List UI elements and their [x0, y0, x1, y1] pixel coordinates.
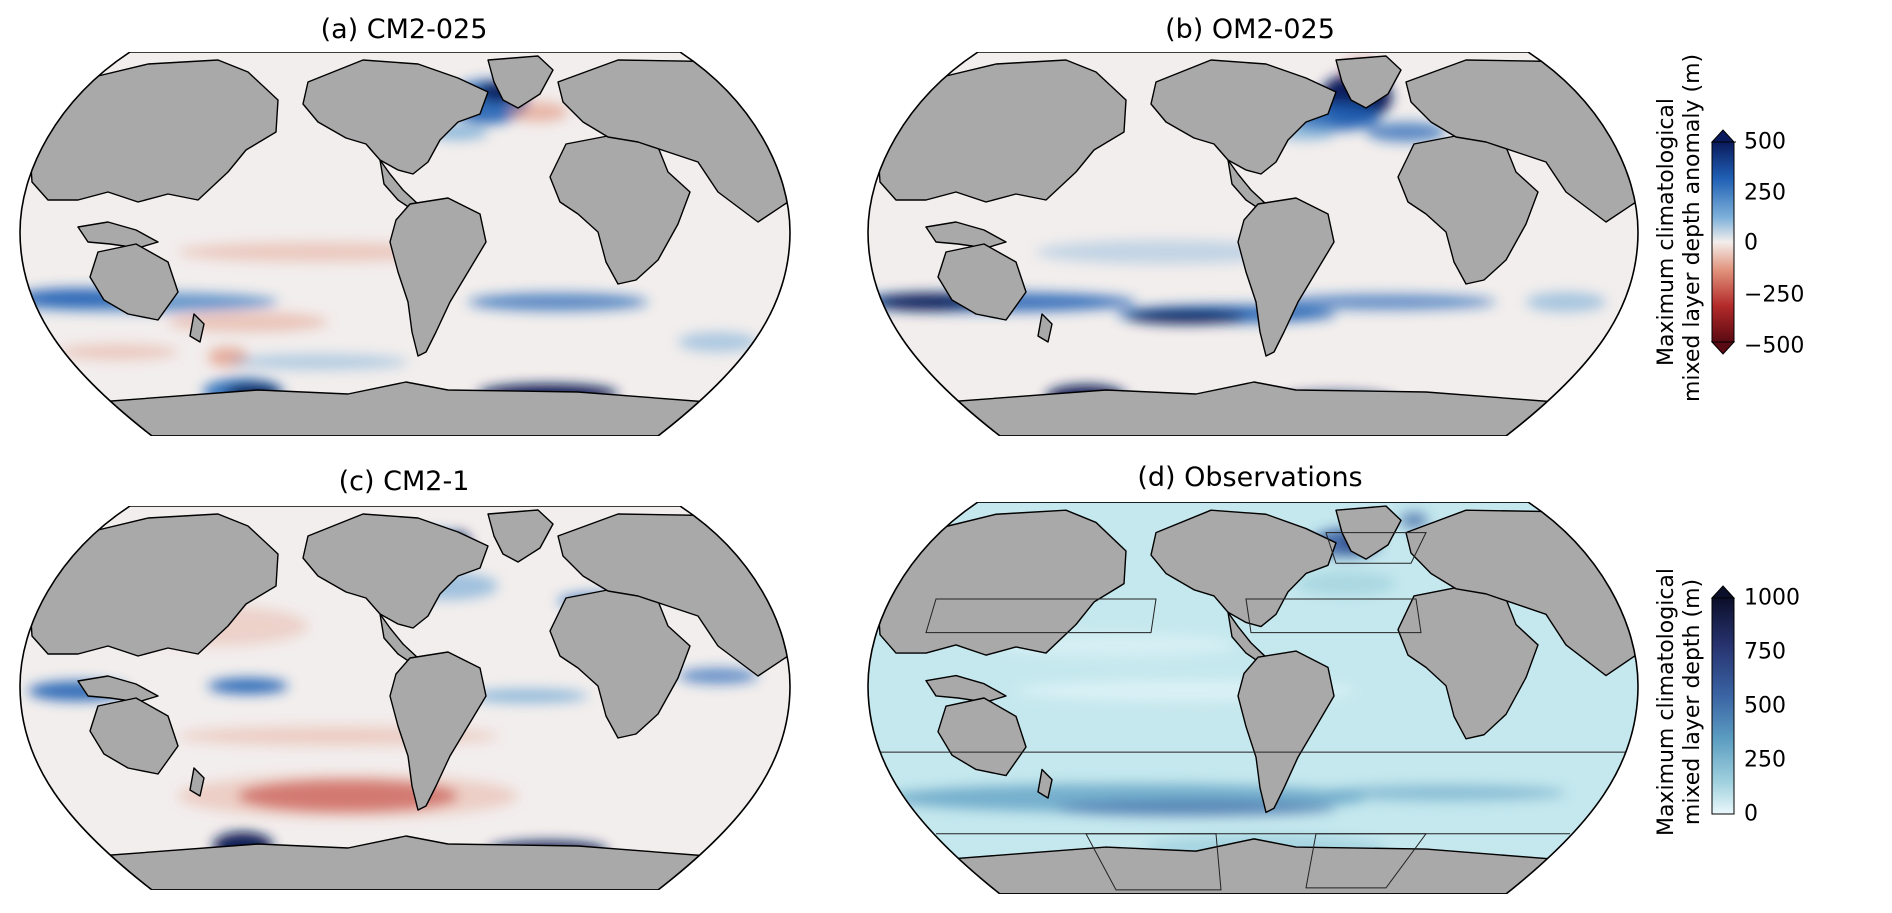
depth-tick-250: 250 — [1744, 747, 1786, 773]
anomaly-tick-250: 250 — [1744, 180, 1786, 206]
land-antarctica — [945, 838, 1557, 894]
analysis-regions — [876, 532, 1630, 891]
region-north-pacific — [925, 598, 1157, 634]
field-patch — [168, 312, 328, 332]
anomaly-tick-500: 500 — [1744, 129, 1786, 155]
land-africa — [1397, 133, 1539, 285]
field-patch — [1326, 784, 1566, 802]
panel-a-title: (a) CM2-025 — [320, 14, 488, 45]
land-indonesia — [925, 221, 1007, 249]
anomaly-tick-neg500: −500 — [1744, 333, 1805, 359]
region-weddell-sea — [1305, 833, 1428, 889]
map-frame — [19, 52, 791, 436]
panel-b-title: (b) OM2-025 — [1165, 14, 1335, 45]
field-patch — [228, 354, 408, 370]
land-asia-west — [29, 59, 279, 203]
field-patch — [1126, 310, 1246, 324]
field-patch — [1296, 571, 1396, 596]
field-patch — [208, 678, 288, 694]
depth-colorbar-extend-max — [1710, 585, 1736, 599]
land-australia — [89, 697, 179, 775]
field-patch — [1036, 240, 1296, 264]
map-panel-b — [867, 52, 1639, 436]
land-south-america — [1237, 197, 1335, 357]
anomaly-label-line2: mixed layer depth anomaly (m) — [1680, 53, 1705, 402]
land-antarctica — [97, 835, 709, 890]
field-patch — [1400, 512, 1428, 529]
land-africa — [549, 587, 691, 739]
region-ross-sea — [1085, 833, 1222, 891]
map-panel-a — [19, 52, 791, 436]
field-patch — [58, 344, 178, 360]
land-new-zealand — [189, 313, 205, 343]
land-africa — [549, 133, 691, 285]
field-patch — [678, 668, 758, 684]
land-indonesia — [77, 221, 159, 249]
panel-d-title: (d) Observations — [1137, 462, 1363, 493]
land-indonesia — [925, 674, 1007, 703]
field-patch — [1366, 122, 1446, 142]
land-south-america — [389, 197, 487, 357]
land-north-america — [1150, 509, 1337, 628]
depth-colorbar — [1710, 585, 1736, 815]
field-patch — [1056, 800, 1336, 817]
anomaly-label-line1: Maximum climatological — [1654, 97, 1679, 367]
land-north-america — [302, 513, 489, 629]
depth-tick-0: 0 — [1744, 801, 1758, 827]
depth-tick-750: 750 — [1744, 639, 1786, 665]
land-south-america — [1237, 650, 1335, 814]
land-greenland — [487, 55, 554, 109]
anomaly-colorbar-extend-max — [1710, 129, 1736, 143]
field-patch — [508, 102, 568, 122]
depth-label-line2: mixed layer depth (m) — [1680, 578, 1705, 826]
depth-colorbar-label: Maximum climatological mixed layer depth… — [1654, 532, 1706, 872]
anomaly-tick-neg250: −250 — [1744, 282, 1805, 308]
depth-tick-500: 500 — [1744, 693, 1786, 719]
land-australia — [937, 243, 1027, 321]
map-panel-d — [867, 502, 1639, 894]
land-australia — [937, 697, 1027, 777]
depth-tick-1000: 1000 — [1744, 585, 1800, 611]
land-north-america — [1150, 59, 1337, 175]
anomaly-colorbar — [1710, 129, 1736, 355]
land-asia-west — [29, 513, 279, 657]
panel-c-title: (c) CM2-1 — [338, 466, 470, 497]
map-frame — [867, 502, 1639, 894]
field-patch — [1276, 294, 1496, 310]
anomaly-colorbar-label: Maximum climatological mixed layer depth… — [1654, 53, 1706, 402]
field-patch — [678, 332, 758, 352]
land-north-america — [302, 59, 489, 175]
map-frame — [19, 506, 791, 890]
land-africa — [1397, 584, 1539, 740]
anomaly-tick-0: 0 — [1744, 230, 1758, 256]
map-panel-c — [19, 506, 791, 890]
land-asia-west — [877, 509, 1127, 656]
land-antarctica — [945, 381, 1557, 436]
field-patch — [468, 689, 588, 703]
region-north-atlantic — [1245, 598, 1422, 634]
depth-label-line1: Maximum climatological — [1654, 567, 1679, 837]
land-new-zealand — [1037, 768, 1053, 799]
anomaly-colorbar-extend-min — [1710, 341, 1736, 355]
land-asia-west — [877, 59, 1127, 203]
field-patch — [468, 293, 648, 311]
field-patch — [1526, 292, 1606, 312]
field-patch — [178, 242, 458, 262]
land-south-america — [389, 651, 487, 811]
field-patch — [178, 774, 518, 818]
map-frame — [867, 52, 1639, 436]
region-labrador — [1325, 532, 1427, 564]
land-new-zealand — [1037, 313, 1053, 343]
land-australia — [89, 243, 179, 321]
land-greenland — [487, 509, 554, 563]
land-new-zealand — [189, 767, 205, 797]
land-indonesia — [77, 675, 159, 703]
land-greenland — [1335, 55, 1402, 109]
land-antarctica — [97, 381, 709, 436]
